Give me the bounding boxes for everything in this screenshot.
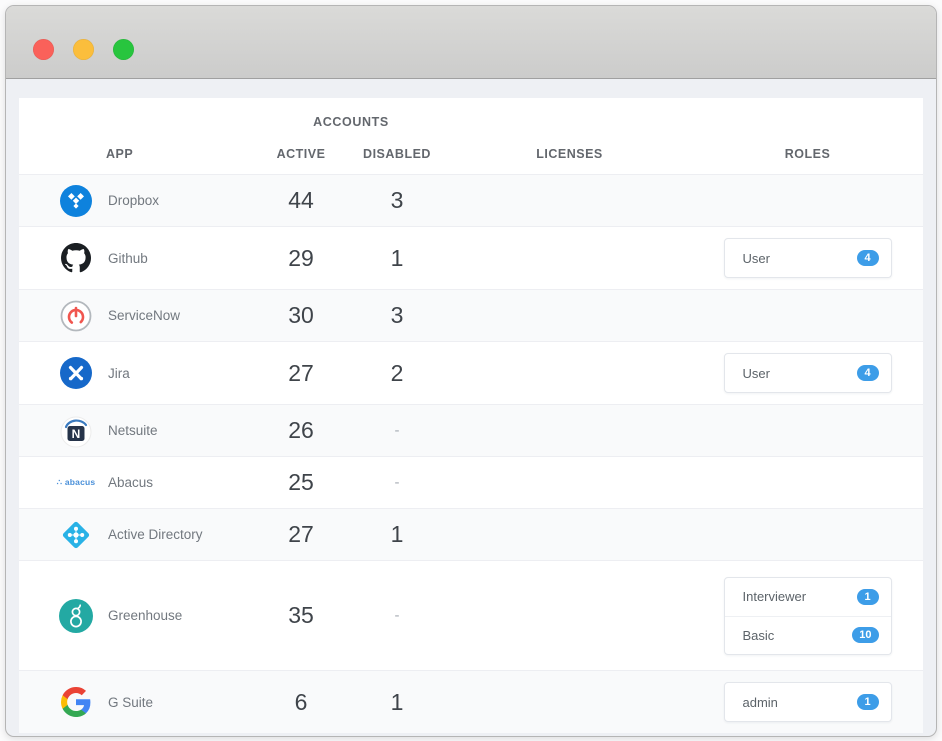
- role-row[interactable]: Basic 10: [724, 615, 891, 654]
- active-count: 30: [288, 302, 314, 328]
- app-name: Abacus: [108, 475, 154, 490]
- page-background: ACCOUNTS APP ACTIVE DISABLED LICENSES RO…: [6, 79, 936, 736]
- accounts-table: ACCOUNTS APP ACTIVE DISABLED LICENSES RO…: [19, 98, 923, 733]
- app-name: Active Directory: [108, 527, 203, 542]
- abacus-icon: ∴ abacus: [56, 477, 96, 487]
- gsuite-icon: [59, 685, 93, 719]
- accounts-group-header: ACCOUNTS: [313, 115, 389, 129]
- active-count: 6: [294, 688, 308, 715]
- role-count-badge: 4: [856, 250, 879, 266]
- app-name: G Suite: [108, 694, 154, 710]
- column-header-roles: ROLES: [784, 146, 831, 161]
- table-body: Dropbox 44 3 Github 29 1 User 4 ServiceNow 30 3 J…: [19, 174, 923, 733]
- role-card[interactable]: User 4: [723, 353, 892, 393]
- disabled-count: -: [394, 422, 400, 439]
- app-name: Dropbox: [108, 193, 160, 208]
- disabled-count: -: [394, 474, 400, 491]
- table-row[interactable]: Jira 27 2 User 4: [19, 341, 923, 404]
- roles-cell: User 4: [692, 353, 923, 393]
- disabled-count: 2: [390, 359, 404, 386]
- role-row[interactable]: User 4: [725, 239, 891, 277]
- active-count: 25: [288, 469, 314, 495]
- table-header: ACCOUNTS APP ACTIVE DISABLED LICENSES RO…: [19, 98, 923, 174]
- table-row[interactable]: Dropbox 44 3: [19, 174, 923, 226]
- app-name: Greenhouse: [108, 608, 183, 623]
- active-count: 27: [288, 359, 314, 386]
- role-name: admin: [742, 694, 778, 710]
- role-count-badge: 1: [856, 588, 879, 605]
- role-card[interactable]: Interviewer 1 Basic 10: [723, 576, 892, 655]
- role-count-badge: 1: [856, 694, 879, 710]
- app-name: Github: [108, 250, 148, 266]
- role-name: User: [742, 365, 770, 381]
- role-name: Interviewer: [742, 589, 807, 604]
- role-card[interactable]: User 4: [723, 238, 892, 278]
- role-count-badge: 10: [852, 627, 879, 643]
- active-count: 29: [288, 244, 314, 271]
- disabled-count: 1: [390, 244, 404, 271]
- dropbox-icon: [59, 184, 93, 218]
- roles-cell: User 4: [692, 238, 923, 278]
- zoom-button[interactable]: [113, 39, 134, 60]
- disabled-count: 1: [390, 521, 404, 547]
- role-name: Basic: [742, 627, 775, 643]
- table-row[interactable]: ServiceNow 30 3: [19, 289, 923, 341]
- svg-text:N: N: [72, 427, 81, 441]
- table-row[interactable]: N Netsuite 26 -: [19, 404, 923, 456]
- github-icon: [59, 241, 93, 275]
- active-count: 35: [288, 602, 314, 628]
- greenhouse-icon: [59, 598, 93, 633]
- app-name: Netsuite: [108, 423, 158, 438]
- role-card[interactable]: admin 1: [723, 682, 892, 722]
- table-row[interactable]: Active Directory 27 1: [19, 508, 923, 560]
- disabled-count: 1: [390, 688, 404, 715]
- minimize-button[interactable]: [73, 39, 94, 60]
- active-count: 27: [288, 521, 314, 547]
- active-count: 26: [288, 417, 314, 443]
- disabled-count: 3: [390, 187, 404, 213]
- role-count-badge: 4: [856, 365, 879, 381]
- role-row[interactable]: admin 1: [725, 683, 891, 721]
- titlebar[interactable]: [6, 6, 936, 79]
- netsuite-icon: N: [59, 414, 93, 448]
- app-name: Jira: [108, 365, 130, 381]
- table-row[interactable]: Greenhouse 35 - Interviewer 1 Basic 10: [19, 560, 923, 670]
- app-window: ACCOUNTS APP ACTIVE DISABLED LICENSES RO…: [5, 5, 937, 737]
- table-row[interactable]: Github 29 1 User 4: [19, 226, 923, 289]
- jira-icon: [59, 356, 93, 390]
- roles-cell: admin 1: [692, 682, 923, 722]
- disabled-count: -: [394, 607, 400, 624]
- active-count: 44: [288, 187, 314, 213]
- column-header-active: ACTIVE: [276, 146, 326, 161]
- column-header-app: APP: [106, 146, 134, 161]
- roles-cell: Interviewer 1 Basic 10: [692, 576, 923, 655]
- close-button[interactable]: [33, 39, 54, 60]
- active-directory-icon: [59, 518, 93, 552]
- app-name: ServiceNow: [108, 308, 181, 323]
- servicenow-icon: [59, 299, 93, 333]
- column-header-disabled: DISABLED: [363, 146, 431, 161]
- role-row[interactable]: User 4: [725, 354, 891, 392]
- table-row[interactable]: ∴ abacus Abacus 25 -: [19, 456, 923, 508]
- role-row[interactable]: Interviewer 1: [725, 578, 891, 616]
- role-name: User: [742, 250, 770, 266]
- table-row[interactable]: G Suite 6 1 admin 1: [19, 670, 923, 733]
- traffic-lights: [33, 39, 134, 60]
- column-header-licenses: LICENSES: [536, 146, 603, 161]
- disabled-count: 3: [390, 302, 404, 328]
